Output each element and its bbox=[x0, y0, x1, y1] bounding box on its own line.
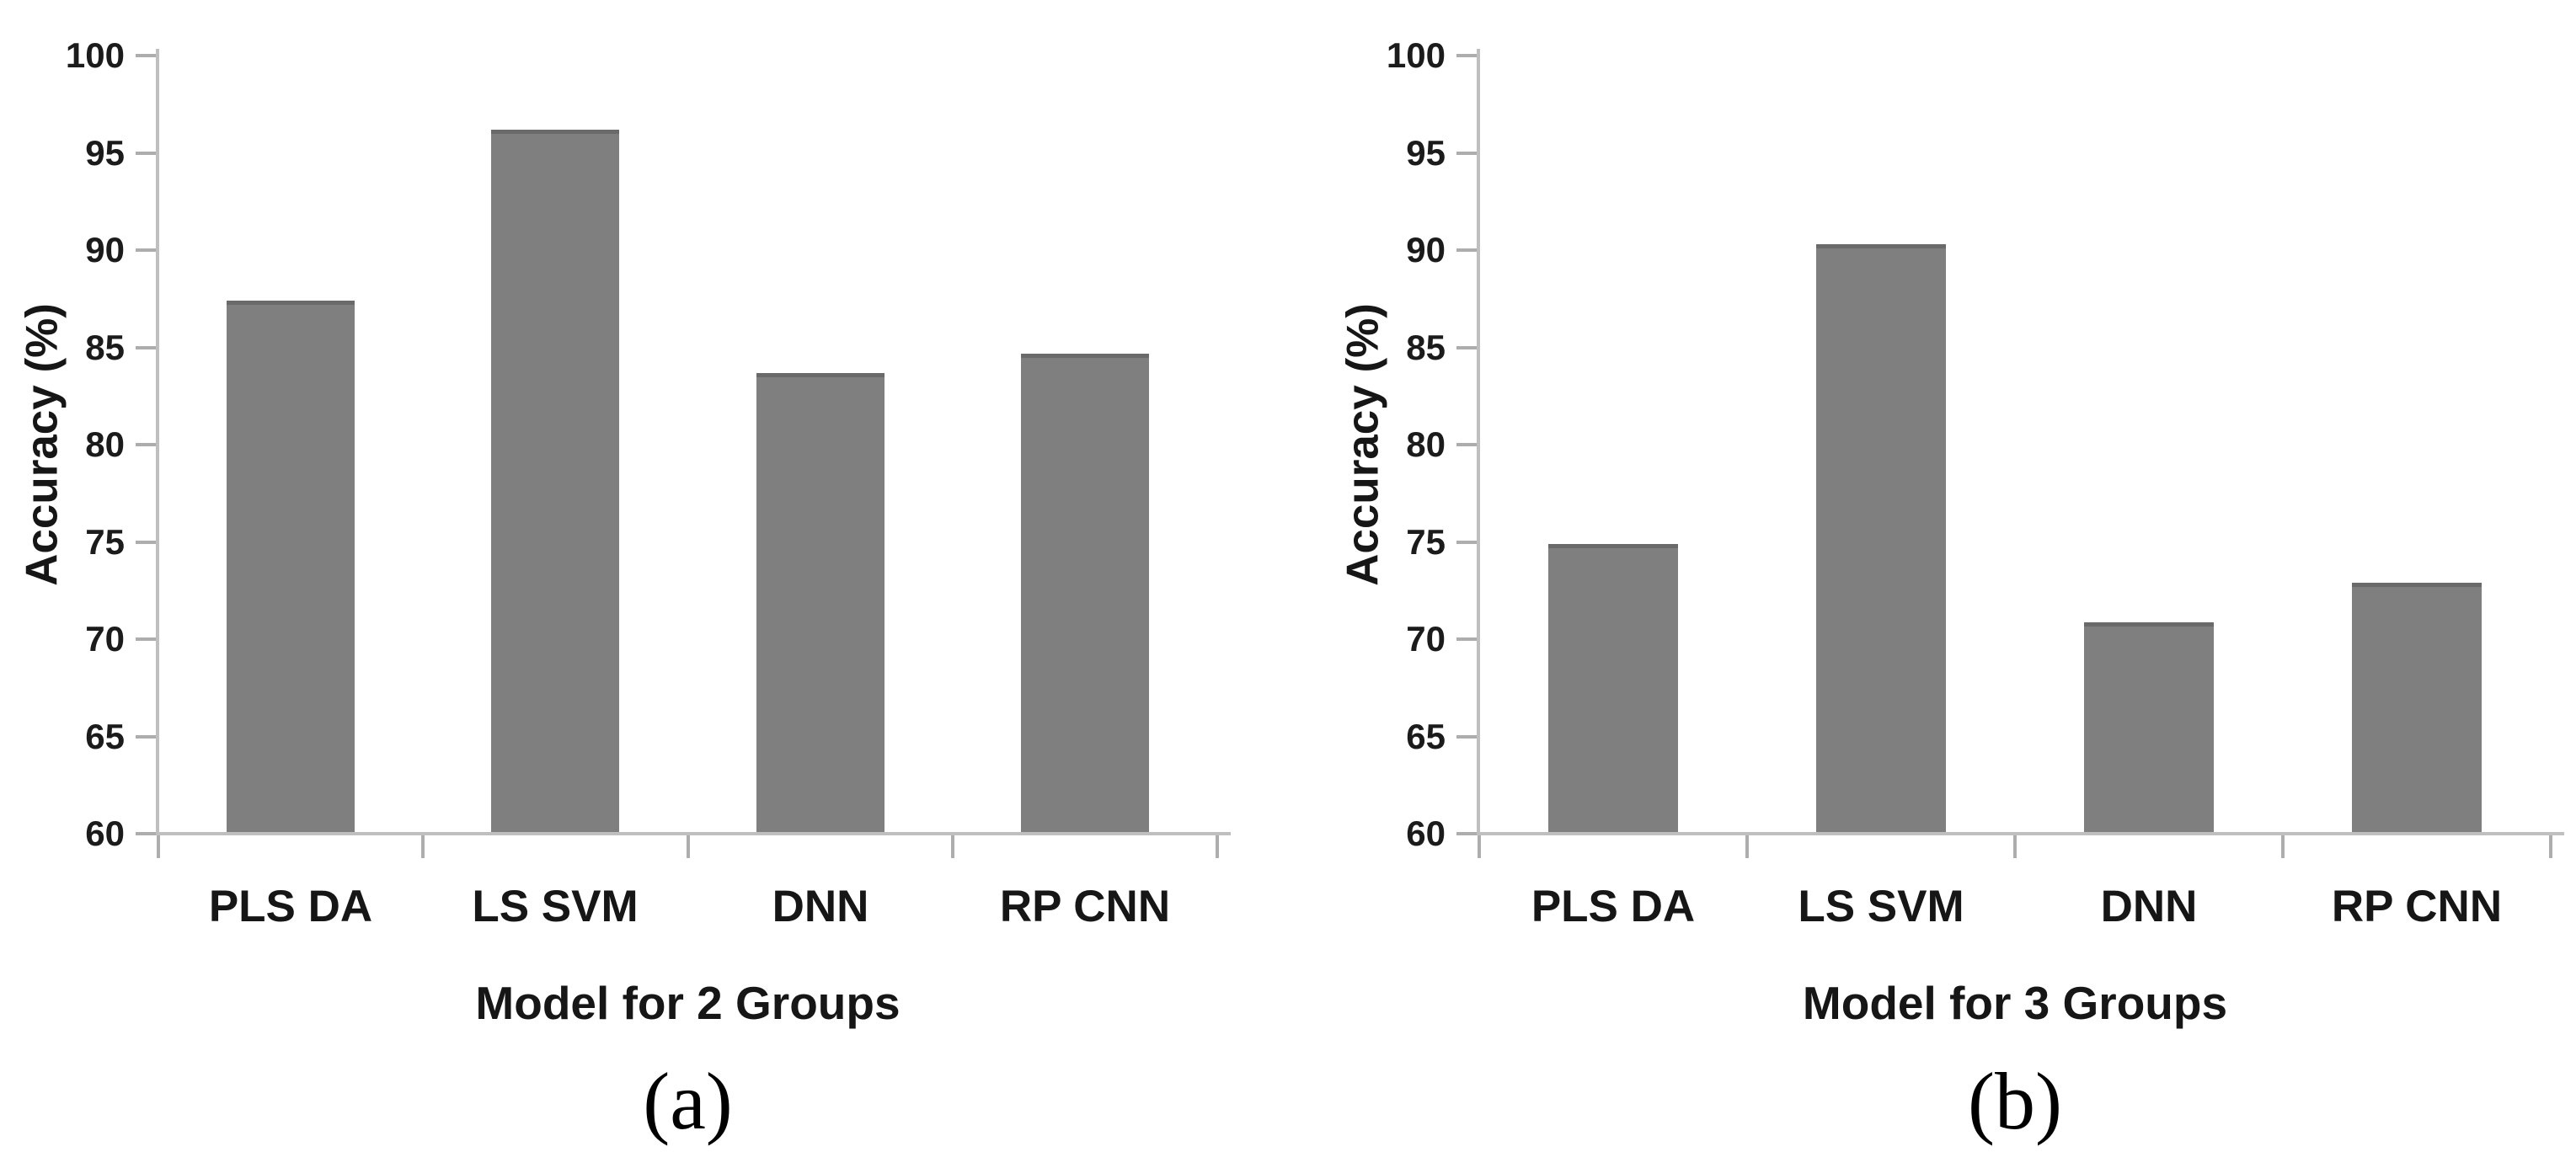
x-axis-ticks bbox=[1478, 56, 2552, 858]
panel-label-b: (b) bbox=[1968, 1056, 2062, 1146]
y-tick-mark bbox=[136, 443, 156, 446]
y-tick-mark bbox=[136, 248, 156, 252]
y-axis-line bbox=[156, 49, 159, 835]
category-label-pls-da: PLS DA bbox=[208, 882, 373, 931]
x-tick-mark bbox=[1478, 835, 1481, 858]
category-label-ls-svm: LS SVM bbox=[1798, 882, 1964, 931]
y-tick-label: 100 bbox=[65, 35, 125, 75]
y-tick-label: 60 bbox=[1406, 813, 1446, 853]
y-tick-label: 90 bbox=[1406, 230, 1446, 269]
category-label-pls-da: PLS DA bbox=[1531, 882, 1696, 931]
x-tick-mark bbox=[157, 835, 160, 858]
bar-ls-svm bbox=[1816, 244, 1946, 832]
y-tick-mark bbox=[1456, 54, 1477, 57]
y-tick-label: 90 bbox=[85, 230, 125, 269]
x-tick-mark bbox=[951, 835, 954, 858]
y-tick-mark bbox=[136, 54, 156, 57]
x-tick-mark bbox=[421, 835, 425, 858]
category-labels: PLS DA LS SVM DNN RP CNN bbox=[1479, 56, 2551, 931]
x-axis-ticks bbox=[157, 56, 1219, 858]
x-axis-title: Model for 2 Groups bbox=[475, 977, 901, 1029]
y-tick-mark bbox=[136, 832, 156, 835]
category-label-dnn: DNN bbox=[2100, 882, 2198, 931]
y-tick-mark bbox=[1456, 734, 1477, 739]
y-axis-ticks: 60 65 70 75 80 85 90 95 100 bbox=[66, 35, 1217, 853]
y-tick-mark bbox=[136, 637, 156, 641]
bar-rp-cnn bbox=[1021, 354, 1149, 832]
x-axis-line bbox=[1477, 832, 2564, 835]
y-tick-mark bbox=[136, 540, 156, 544]
y-tick-mark bbox=[1456, 540, 1477, 544]
y-tick-label: 70 bbox=[85, 619, 125, 659]
bar-pls-da bbox=[1548, 544, 1678, 832]
y-tick-mark bbox=[1456, 443, 1477, 446]
x-axis-title: Model for 3 Groups bbox=[1802, 977, 2228, 1029]
chart-panel-a: Accuracy (%) 60 65 70 75 80 85 90 95 100 PLS DA L… bbox=[18, 35, 1231, 1146]
x-tick-mark bbox=[2549, 835, 2552, 858]
y-tick-label: 65 bbox=[85, 716, 125, 756]
y-tick-mark bbox=[136, 151, 156, 155]
chart-panel-b: Accuracy (%) 60 65 70 75 80 85 90 95 100 PLS DA L… bbox=[1339, 35, 2564, 1146]
y-tick-label: 80 bbox=[85, 424, 125, 464]
y-tick-label: 75 bbox=[85, 521, 125, 562]
x-tick-mark bbox=[2013, 835, 2017, 858]
x-axis-line bbox=[156, 832, 1231, 835]
bar-rp-cnn bbox=[2352, 583, 2482, 832]
panel-label-a: (a) bbox=[643, 1056, 733, 1146]
y-tick-mark bbox=[1456, 637, 1477, 641]
bar-dnn bbox=[756, 373, 884, 832]
y-axis-line bbox=[1477, 49, 1480, 835]
y-tick-mark bbox=[136, 345, 156, 349]
y-axis-ticks: 60 65 70 75 80 85 90 95 100 bbox=[1387, 35, 2551, 853]
y-tick-label: 95 bbox=[85, 132, 125, 173]
category-label-dnn: DNN bbox=[772, 882, 869, 931]
x-tick-mark bbox=[2281, 835, 2285, 858]
y-tick-label: 60 bbox=[85, 813, 125, 853]
category-label-rp-cnn: RP CNN bbox=[2331, 882, 2503, 931]
y-tick-label: 70 bbox=[1406, 619, 1446, 659]
y-tick-label: 95 bbox=[1406, 132, 1446, 173]
y-tick-label: 75 bbox=[1406, 521, 1446, 562]
bar-pls-da bbox=[227, 301, 355, 832]
bars-container bbox=[158, 56, 1217, 834]
y-tick-mark bbox=[1456, 345, 1477, 349]
x-tick-mark bbox=[1216, 835, 1219, 858]
y-tick-label: 80 bbox=[1406, 424, 1446, 464]
y-tick-label: 85 bbox=[1406, 327, 1446, 367]
y-tick-mark bbox=[1456, 832, 1477, 835]
category-label-rp-cnn: RP CNN bbox=[999, 882, 1171, 931]
bar-dnn bbox=[2084, 622, 2214, 832]
bars-container bbox=[1479, 56, 2551, 834]
y-tick-label: 65 bbox=[1406, 716, 1446, 756]
category-labels: PLS DA LS SVM DNN RP CNN bbox=[158, 56, 1217, 931]
x-tick-mark bbox=[1745, 835, 1749, 858]
x-tick-mark bbox=[687, 835, 690, 858]
y-tick-mark bbox=[136, 734, 156, 739]
y-tick-label: 85 bbox=[85, 327, 125, 367]
y-tick-label: 100 bbox=[1386, 35, 1446, 75]
y-tick-mark bbox=[1456, 151, 1477, 155]
y-tick-mark bbox=[1456, 248, 1477, 252]
bar-ls-svm bbox=[491, 130, 619, 832]
category-label-ls-svm: LS SVM bbox=[472, 882, 639, 931]
